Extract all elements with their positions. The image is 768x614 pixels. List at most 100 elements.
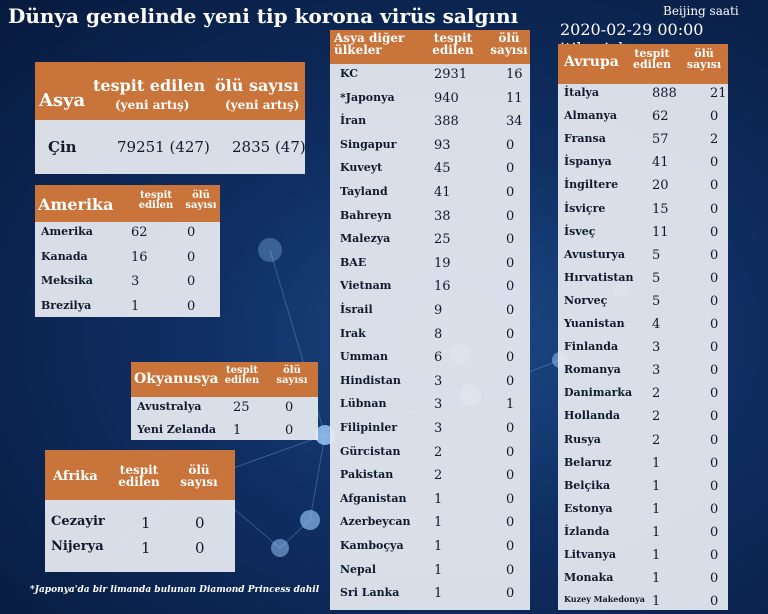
country-name: Irak bbox=[340, 326, 366, 340]
confirmed-value: 1 bbox=[652, 524, 661, 540]
country-name: Azerbeycan bbox=[340, 515, 411, 529]
region-label: Amerika bbox=[38, 195, 114, 214]
country-name: Belaruz bbox=[564, 455, 612, 469]
column-header-deaths: ölü sayısı bbox=[180, 463, 218, 489]
country-name: Almanya bbox=[564, 109, 617, 123]
deaths-value: 0 bbox=[506, 208, 515, 224]
table-panel bbox=[558, 44, 728, 610]
confirmed-value: 38 bbox=[434, 208, 451, 224]
confirmed-value: 3 bbox=[434, 373, 443, 389]
confirmed-value: 388 bbox=[434, 114, 459, 130]
deaths-value: 0 bbox=[195, 514, 205, 532]
deaths-value: 0 bbox=[506, 515, 515, 531]
confirmed-value: 1 bbox=[652, 501, 661, 517]
deaths-value: 0 bbox=[506, 468, 515, 484]
country-name: Danimarka bbox=[564, 386, 633, 400]
confirmed-value: 20 bbox=[652, 178, 669, 194]
confirmed-value: 25 bbox=[434, 232, 451, 248]
column-header-deaths: ölü sayısı bbox=[215, 76, 299, 95]
country-name: Malezya bbox=[340, 232, 391, 246]
table-header bbox=[330, 30, 530, 64]
confirmed-value: 79251 (427) bbox=[117, 138, 210, 156]
region-label: Afrika bbox=[53, 469, 98, 484]
country-name: BAE bbox=[340, 255, 367, 269]
deaths-value: 0 bbox=[187, 298, 196, 314]
confirmed-value: 1 bbox=[434, 562, 443, 578]
country-name: KC bbox=[340, 67, 359, 80]
confirmed-value: 1 bbox=[233, 423, 242, 438]
deaths-value: 0 bbox=[506, 491, 515, 507]
deaths-value: 0 bbox=[506, 137, 515, 153]
confirmed-value: 1 bbox=[141, 539, 151, 557]
country-name: İspanya bbox=[564, 155, 612, 169]
deaths-value: 0 bbox=[506, 350, 515, 366]
column-header-confirmed: tespit edilen bbox=[118, 463, 160, 489]
confirmed-value: 62 bbox=[652, 109, 669, 125]
country-name: Nijerya bbox=[51, 539, 104, 554]
confirmed-value: 45 bbox=[434, 161, 451, 177]
confirmed-value: 5 bbox=[652, 293, 661, 309]
confirmed-value: 1 bbox=[652, 571, 661, 587]
confirmed-value: 5 bbox=[652, 247, 661, 263]
country-name: Cezayir bbox=[51, 514, 105, 529]
column-header-deaths: ölü sayısı bbox=[276, 365, 308, 386]
country-name: Kamboçya bbox=[340, 539, 404, 552]
deaths-value: 0 bbox=[710, 201, 719, 217]
confirmed-value: 2 bbox=[652, 432, 661, 448]
footnote: *Japonya'da bir limanda bulunan Diamond … bbox=[30, 585, 320, 595]
confirmed-value: 6 bbox=[434, 350, 443, 366]
deaths-value: 0 bbox=[195, 539, 205, 557]
deaths-value: 0 bbox=[710, 270, 719, 286]
confirmed-value: 3 bbox=[434, 397, 443, 413]
country-name: Kanada bbox=[41, 249, 88, 263]
confirmed-value: 3 bbox=[434, 421, 443, 436]
deaths-value: 0 bbox=[506, 279, 515, 295]
column-header-deaths: ölü sayısı bbox=[490, 31, 528, 57]
confirmed-value: 1 bbox=[131, 298, 140, 314]
deaths-value: 0 bbox=[710, 155, 719, 171]
deaths-value: 0 bbox=[506, 586, 515, 602]
confirmed-value: 15 bbox=[652, 201, 669, 217]
deaths-value: 34 bbox=[506, 114, 523, 130]
confirmed-value: 1 bbox=[434, 539, 443, 554]
confirmed-value: 62 bbox=[131, 225, 148, 240]
country-name: Lübnan bbox=[340, 397, 387, 411]
country-name: İzlanda bbox=[564, 524, 610, 538]
confirmed-value: 11 bbox=[652, 224, 669, 240]
table-header bbox=[35, 185, 220, 222]
deaths-value: 0 bbox=[506, 373, 515, 389]
region-label: Okyanusya bbox=[134, 371, 219, 387]
country-name: Avustralya bbox=[137, 400, 202, 413]
column-subheader: (yeni artış) bbox=[115, 98, 190, 112]
country-name: Afganistan bbox=[340, 491, 407, 505]
country-name: Monaka bbox=[564, 571, 614, 585]
deaths-value: 2 bbox=[710, 132, 719, 148]
deaths-value: 0 bbox=[710, 478, 719, 494]
deaths-value: 0 bbox=[506, 255, 515, 271]
confirmed-value: 888 bbox=[652, 86, 677, 101]
deaths-value: 0 bbox=[710, 109, 719, 125]
column-subheader: (yeni artış) bbox=[225, 98, 300, 112]
region-label: Asya diğer ülkeler bbox=[334, 31, 405, 57]
deaths-value: 0 bbox=[710, 409, 719, 425]
deaths-value: 0 bbox=[710, 363, 719, 379]
deaths-value: 2835 (47) bbox=[232, 138, 306, 156]
deaths-value: 16 bbox=[506, 67, 523, 82]
column-header-confirmed: tespit edilen bbox=[138, 190, 174, 211]
country-name: Estonya bbox=[564, 501, 613, 515]
confirmed-value: 25 bbox=[233, 400, 250, 415]
country-name: Fransa bbox=[564, 132, 606, 146]
column-header-deaths: ölü sayısı bbox=[686, 47, 722, 71]
country-name: Hindistan bbox=[340, 373, 401, 387]
column-header-confirmed: tespit edilen bbox=[93, 76, 206, 95]
country-name: Avusturya bbox=[564, 247, 626, 261]
country-name: Tayland bbox=[340, 185, 388, 198]
deaths-value: 0 bbox=[710, 594, 719, 610]
country-name: Gürcistan bbox=[340, 444, 401, 458]
deaths-value: 0 bbox=[710, 247, 719, 263]
country-name: Romanya bbox=[564, 363, 621, 377]
country-name: Hollanda bbox=[564, 409, 621, 423]
country-name: Amerika bbox=[41, 225, 93, 238]
deaths-value: 0 bbox=[710, 386, 719, 402]
country-name: Yeni Zelanda bbox=[137, 423, 217, 436]
